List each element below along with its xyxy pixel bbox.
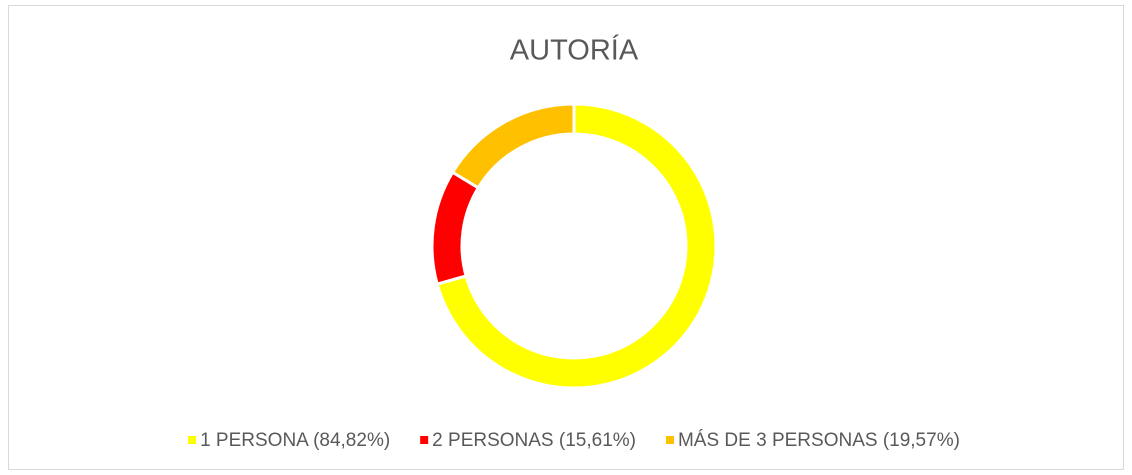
legend-swatch [420,436,429,444]
legend-label: 1 PERSONA (84,82%) [200,430,390,451]
legend-label: MÁS DE 3 PERSONAS (19,57%) [678,430,960,451]
legend-swatch [188,436,197,444]
legend-swatch [665,436,674,444]
donut-slice [450,102,576,190]
donut-slice [435,102,718,390]
legend-label: 2 PERSONAS (15,61%) [432,430,636,451]
chart-title: AUTORÍA [510,34,639,67]
chart-border [8,5,1124,470]
